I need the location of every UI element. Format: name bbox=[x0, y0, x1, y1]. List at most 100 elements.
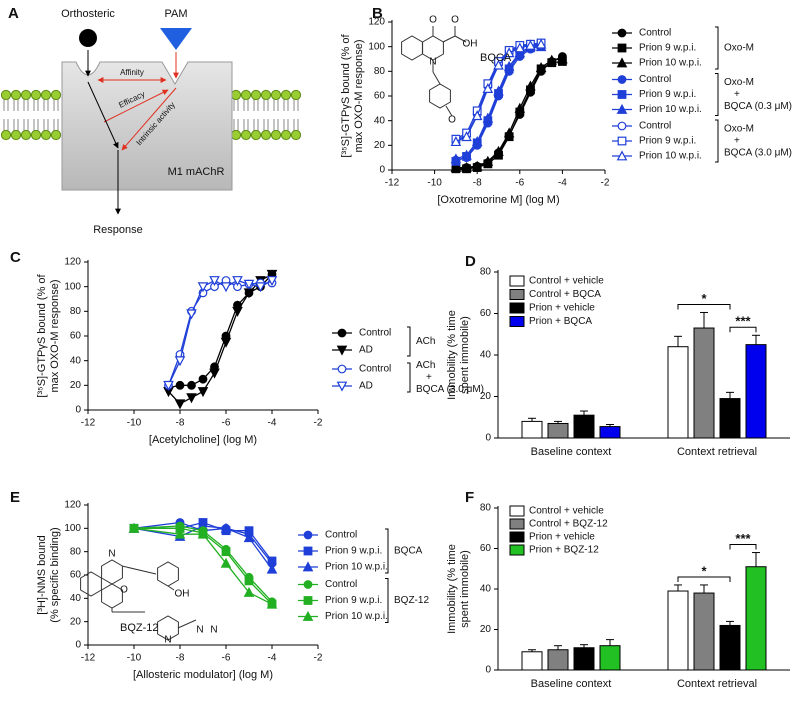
marker bbox=[482, 112, 494, 123]
marker bbox=[525, 39, 536, 50]
legend-marker bbox=[336, 345, 348, 356]
x-tick-label: -4 bbox=[268, 418, 277, 429]
legend-group-label: Oxo-M bbox=[724, 43, 754, 54]
marker bbox=[461, 149, 472, 160]
legend-marker bbox=[616, 57, 628, 68]
legend-label: Prion 10 w.p.i. bbox=[639, 58, 702, 69]
legend-marker bbox=[617, 75, 627, 84]
marker bbox=[514, 47, 526, 58]
legend-label: Control bbox=[639, 74, 671, 85]
bar bbox=[599, 426, 621, 439]
legend-group-label: + bbox=[734, 89, 740, 100]
legend-label: Control bbox=[639, 28, 671, 39]
lipid-head bbox=[260, 89, 272, 101]
legend-label: Prion + BQZ-12 bbox=[529, 545, 599, 556]
legend-marker bbox=[617, 121, 627, 131]
marker bbox=[220, 522, 232, 533]
x-tick-label: -2 bbox=[314, 418, 323, 429]
y-tick-label: 100 bbox=[64, 523, 81, 534]
legend-swatch bbox=[509, 518, 525, 530]
legend-label: Control bbox=[325, 579, 357, 590]
structure-bond bbox=[445, 105, 453, 117]
x-tick-label: -12 bbox=[81, 653, 96, 664]
legend-marker bbox=[616, 103, 628, 114]
legend-bracket bbox=[715, 73, 719, 116]
legend-swatch bbox=[509, 531, 525, 543]
significance-label: *** bbox=[735, 531, 751, 546]
marker bbox=[128, 522, 140, 533]
lipid-head bbox=[270, 89, 282, 101]
y-tick-label: 60 bbox=[480, 543, 492, 554]
panel-a: A Orthosteric PAM Affinity Efficacy Intr… bbox=[0, 5, 302, 236]
marker bbox=[163, 380, 174, 391]
structure-bond bbox=[177, 619, 197, 629]
legend-marker bbox=[303, 596, 313, 605]
y-tick-label: 60 bbox=[70, 570, 82, 581]
x-axis-label: [Oxotremorine M] (log M) bbox=[437, 194, 559, 206]
marker bbox=[450, 153, 462, 164]
marker bbox=[175, 380, 185, 390]
marker bbox=[244, 576, 254, 586]
y-tick-label: 80 bbox=[70, 306, 82, 317]
y-axis-label: Immobility (% time bbox=[446, 310, 458, 400]
x-tick-label: -6 bbox=[515, 178, 524, 189]
structure-ring bbox=[101, 559, 123, 585]
pam-ligand bbox=[160, 28, 192, 50]
y-tick-label: 80 bbox=[480, 267, 492, 278]
bar bbox=[521, 651, 543, 671]
lipid-head bbox=[40, 89, 52, 101]
structure-bond bbox=[454, 35, 467, 43]
panel-label: D bbox=[465, 253, 476, 270]
marker bbox=[209, 276, 220, 287]
lipid-head bbox=[10, 89, 22, 101]
bar bbox=[693, 327, 715, 439]
panel-label: B bbox=[372, 5, 383, 22]
structure-ring bbox=[157, 615, 179, 641]
legend-label: Control bbox=[359, 328, 391, 339]
y-axis-label: spent immobile) bbox=[459, 316, 471, 394]
y-tick-label: 60 bbox=[374, 91, 386, 102]
lipid-head bbox=[280, 89, 292, 101]
bar bbox=[693, 592, 715, 671]
marker bbox=[174, 356, 186, 367]
x-tick-label: -12 bbox=[81, 418, 96, 429]
marker bbox=[493, 145, 504, 156]
marker bbox=[535, 38, 547, 49]
label: Affinity bbox=[120, 68, 144, 77]
x-tick-label: Baseline context bbox=[531, 446, 612, 458]
legend-label: Prion 10 w.p.i. bbox=[325, 562, 388, 573]
legend-group-label: ACh bbox=[416, 360, 435, 371]
series-line bbox=[455, 60, 563, 170]
y-tick-label: 60 bbox=[480, 308, 492, 319]
marker bbox=[461, 161, 472, 172]
x-tick-label: -12 bbox=[385, 178, 400, 189]
legend-marker bbox=[337, 328, 347, 338]
y-axis-label: Immobility (% time bbox=[446, 544, 458, 634]
x-tick-label: -10 bbox=[427, 178, 442, 189]
legend-label: Prion 9 w.p.i. bbox=[639, 89, 696, 100]
panel-label: F bbox=[465, 489, 474, 506]
y-tick-label: 0 bbox=[485, 433, 491, 444]
x-tick-label: -8 bbox=[473, 178, 482, 189]
legend-bracket bbox=[385, 528, 389, 574]
legend-marker bbox=[302, 610, 314, 621]
y-tick-label: 120 bbox=[64, 500, 81, 511]
legend-marker bbox=[303, 580, 313, 589]
label: Orthosteric bbox=[61, 8, 115, 20]
marker bbox=[266, 598, 278, 609]
structure-ring bbox=[80, 571, 102, 597]
significance-label: *** bbox=[735, 314, 751, 329]
legend-swatch bbox=[509, 275, 525, 287]
lipid-head bbox=[280, 129, 292, 141]
legend-marker bbox=[617, 136, 627, 146]
y-tick-label: 20 bbox=[70, 616, 82, 627]
structure-atom: N bbox=[196, 625, 203, 636]
marker bbox=[450, 136, 462, 147]
label: Response bbox=[93, 224, 143, 236]
marker bbox=[461, 131, 472, 142]
lipid-head bbox=[230, 89, 242, 101]
structure-atom: O bbox=[448, 115, 456, 126]
y-tick-label: 20 bbox=[480, 391, 492, 402]
lipid-head bbox=[260, 129, 272, 141]
y-tick-label: 20 bbox=[70, 380, 82, 391]
